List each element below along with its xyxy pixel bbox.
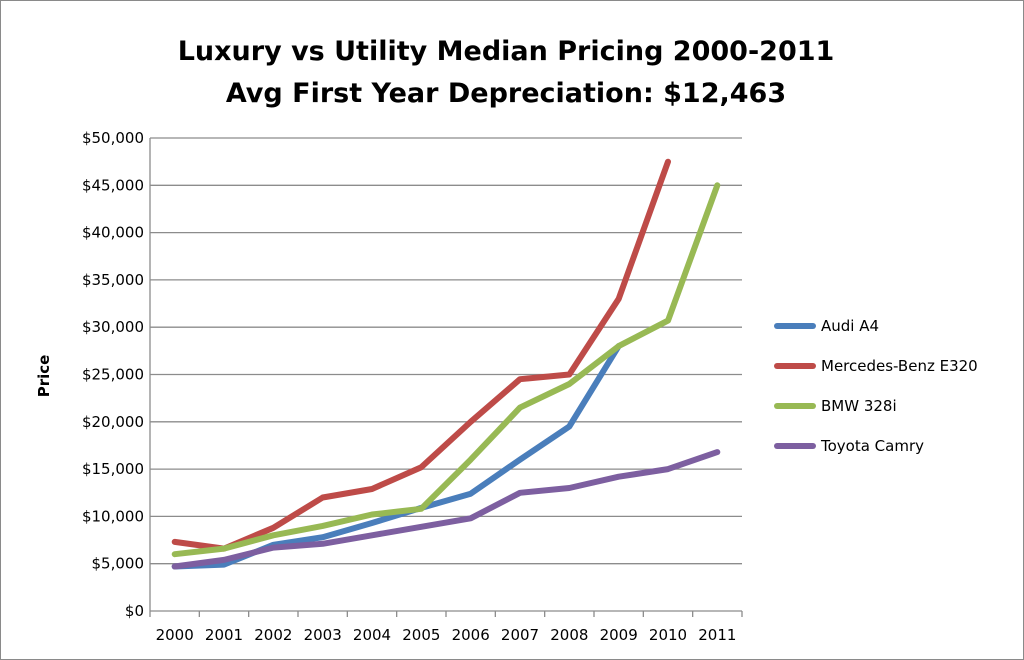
y-tick-label: $25,000: [82, 366, 144, 384]
series-lines: [171, 158, 721, 570]
y-tick-label: $45,000: [82, 176, 144, 194]
y-tick-label: $5,000: [92, 555, 145, 573]
legend-label-bmw-328i: BMW 328i: [821, 397, 897, 415]
x-tick-label: 2000: [156, 626, 194, 644]
legend-label-mercedes-benz-e320: Mercedes-Benz E320: [821, 357, 978, 375]
y-tick-label: $35,000: [82, 271, 144, 289]
x-tick-label: 2006: [452, 626, 490, 644]
x-tick-label: 2009: [600, 626, 638, 644]
x-tick-label: 2007: [501, 626, 539, 644]
chart-subtitle: Avg First Year Depreciation: $12,463: [226, 78, 786, 109]
y-tick-label: $50,000: [82, 129, 144, 147]
legend-label-audi-a4: Audi A4: [821, 317, 879, 335]
series-line-bmw-328i: [171, 182, 721, 558]
x-tick-label: 2002: [254, 626, 292, 644]
y-axis-ticks: $0 $5,000 $10,000 $15,000 $20,000 $25,000 $30,…: [82, 129, 144, 620]
x-tick-label: 2005: [402, 626, 440, 644]
x-tick-label: 2011: [698, 626, 736, 644]
y-tick-label: $40,000: [82, 224, 144, 242]
y-axis-title: Price: [35, 355, 53, 398]
x-tick-label: 2003: [304, 626, 342, 644]
y-tick-label: $15,000: [82, 460, 144, 478]
x-tick-label: 2008: [550, 626, 588, 644]
legend-label-toyota-camry: Toyota Camry: [820, 437, 924, 455]
x-axis-ticks: 2000 2001 2002 2003 2004 2005 2006 2007 2008 2009…: [149, 611, 743, 644]
x-tick-label: 2001: [205, 626, 243, 644]
y-tick-label: $0: [125, 602, 144, 620]
y-tick-label: $10,000: [82, 507, 144, 525]
series-line-toyota-camry: [171, 449, 721, 570]
y-tick-label: $20,000: [82, 413, 144, 431]
chart-title: Luxury vs Utility Median Pricing 2000-20…: [178, 36, 835, 67]
x-tick-label: 2010: [649, 626, 687, 644]
y-tick-label: $30,000: [82, 318, 144, 336]
x-tick-label: 2004: [353, 626, 391, 644]
chart-title-group: Luxury vs Utility Median Pricing 2000-20…: [178, 36, 835, 109]
legend: Audi A4 Mercedes-Benz E320 BMW 328i Toyota …: [774, 317, 978, 455]
series-line-mercedes-benz-e320: [171, 158, 671, 552]
